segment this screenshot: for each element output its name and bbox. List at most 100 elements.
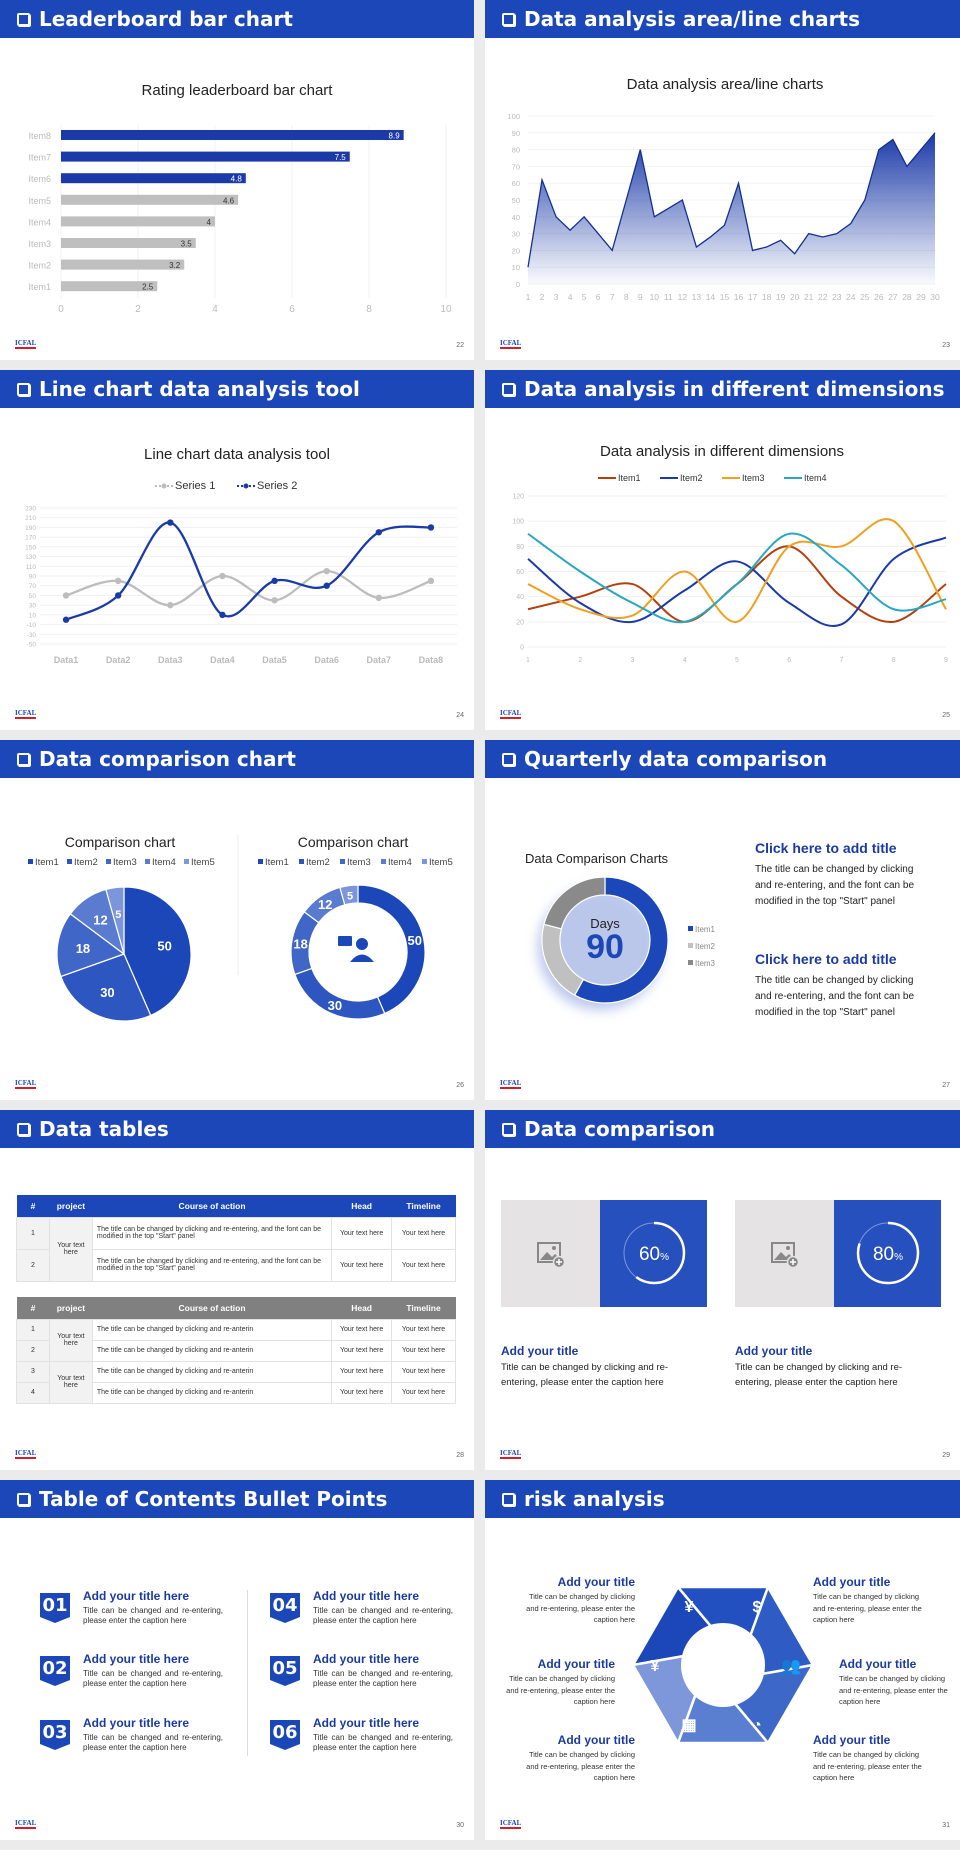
- legend-label: Item4: [152, 857, 176, 868]
- column-header[interactable]: Timeline: [406, 1302, 441, 1313]
- slice-item5[interactable]: [339, 884, 359, 906]
- slide-header: Line chart data analysis tool: [0, 370, 474, 408]
- image-placeholder[interactable]: [735, 1200, 834, 1307]
- legend-label: Item1: [35, 857, 59, 868]
- data-point[interactable]: [375, 529, 383, 536]
- slice-item3[interactable]: [56, 913, 126, 978]
- toc-title[interactable]: Add your title here: [83, 1716, 190, 1730]
- risk-desc: Title can be changed by clicking and re-…: [813, 1750, 922, 1782]
- slide-leaderboard[interactable]: Leaderboard bar chart ICFAL 22 Rating leade…: [0, 0, 474, 360]
- slide-comparison-chart[interactable]: Data comparison chart ICFAL 26 Comparison c…: [0, 740, 474, 1100]
- page-number: 26: [456, 1082, 464, 1089]
- slice-item1[interactable]: [357, 884, 426, 1015]
- data-point[interactable]: [114, 577, 122, 585]
- column-header[interactable]: Course of action: [178, 1302, 246, 1313]
- risk-title[interactable]: Add your title: [813, 1575, 891, 1589]
- toc-title[interactable]: Add your title here: [83, 1589, 190, 1603]
- risk-title[interactable]: Add your title: [537, 1657, 615, 1671]
- toc-title[interactable]: Add your title here: [313, 1589, 420, 1603]
- slide-area-chart[interactable]: Data analysis area/line charts ICFAL 23 Dat…: [485, 0, 960, 360]
- toc-title[interactable]: Add your title here: [313, 1652, 420, 1666]
- support-agent-icon: [338, 936, 374, 962]
- slice-item1[interactable]: [573, 876, 669, 1004]
- risk-cycle-diagram: ¥ $ 👥 ◔ ▦ ¥: [631, 1585, 815, 1745]
- legend-label: Item2: [74, 857, 98, 868]
- y-tick-label: 20: [512, 246, 520, 255]
- x-tick-label: 20: [790, 292, 800, 302]
- data-point[interactable]: [219, 611, 226, 619]
- page-number: 25: [942, 712, 950, 719]
- slice-item3[interactable]: [543, 876, 606, 930]
- x-tick-label: 4: [683, 657, 687, 664]
- toc-title[interactable]: Add your title here: [83, 1652, 190, 1666]
- slice-item1[interactable]: [123, 886, 192, 1017]
- card-title[interactable]: Add your title: [735, 1344, 813, 1358]
- data-point[interactable]: [219, 572, 226, 580]
- column-header[interactable]: project: [56, 1302, 86, 1313]
- card-title[interactable]: Add your title: [501, 1344, 579, 1358]
- logo: ICFAL: [500, 1819, 522, 1829]
- logo: ICFAL: [15, 339, 37, 349]
- block-title[interactable]: Click here to add title: [755, 951, 897, 967]
- x-tick-label: 7: [610, 292, 615, 302]
- slide-quarterly[interactable]: Click here to add title The title can be…: [485, 740, 960, 1100]
- slide-toc[interactable]: Table of Contents Bullet Points ICFAL 30 01…: [0, 1480, 474, 1840]
- risk-title[interactable]: Add your title: [557, 1575, 635, 1589]
- table-row[interactable]: 4 The title can be changed by clicking an…: [16, 1381, 456, 1404]
- column-header[interactable]: Head: [351, 1200, 373, 1211]
- slide-data-comparison[interactable]: Data comparison ICFAL 29 60% Add your title T…: [485, 1110, 960, 1470]
- data-point[interactable]: [271, 597, 278, 604]
- slice-item5[interactable]: [105, 886, 125, 955]
- slide-line-tool[interactable]: Line chart data analysis tool ICFAL 24 Line…: [0, 370, 474, 730]
- data-point[interactable]: [427, 524, 435, 531]
- cell-num: 4: [16, 1381, 50, 1404]
- column-header[interactable]: #: [30, 1302, 36, 1313]
- x-tick-label: 10: [440, 304, 452, 315]
- data-point[interactable]: [323, 582, 330, 589]
- slice-item2[interactable]: [60, 953, 152, 1022]
- data-point[interactable]: [62, 592, 70, 599]
- table-row[interactable]: 1 Your text here The title can be changed …: [16, 1318, 456, 1362]
- bar: [61, 151, 350, 162]
- y-tick-label: 60: [516, 569, 524, 576]
- x-tick-label: 2: [540, 292, 545, 302]
- toc-desc: Title can be changed and re-entering, pl…: [83, 1669, 223, 1688]
- column-header[interactable]: #: [30, 1200, 36, 1211]
- bar: [61, 281, 158, 292]
- cell-timeline: Your text here: [391, 1248, 456, 1282]
- toc-title[interactable]: Add your title here: [313, 1716, 420, 1730]
- x-tick-label: 4: [568, 292, 573, 302]
- table-row[interactable]: 2 The title can be changed by clicking an…: [16, 1248, 456, 1282]
- data-point[interactable]: [114, 592, 122, 599]
- data-point[interactable]: [62, 616, 70, 623]
- block-title[interactable]: Click here to add title: [755, 840, 897, 856]
- slide-data-tables[interactable]: Data tables ICFAL 28 # project Course of acti…: [0, 1110, 474, 1470]
- number-badge: 01: [40, 1593, 70, 1623]
- data-point[interactable]: [323, 567, 330, 575]
- column-header[interactable]: Course of action: [178, 1200, 246, 1211]
- number-badge: 02: [40, 1656, 70, 1686]
- cell-head: Your text here: [331, 1216, 393, 1250]
- checkbox-square-icon: [17, 12, 30, 26]
- column-header[interactable]: project: [56, 1200, 86, 1211]
- y-tick-label: 40: [512, 213, 520, 222]
- image-placeholder[interactable]: [501, 1200, 600, 1307]
- data-point[interactable]: [427, 577, 435, 585]
- slide-risk-analysis[interactable]: risk analysis ICFAL 31 ¥ $ 👥 ◔ ▦ ¥ Add your title…: [485, 1480, 960, 1840]
- slide-dimensions[interactable]: Data analysis in different dimensions ICF…: [485, 370, 960, 730]
- data-point[interactable]: [167, 601, 174, 609]
- table-row[interactable]: 3 Your text here The title can be changed …: [16, 1360, 456, 1404]
- risk-title[interactable]: Add your title: [557, 1733, 635, 1747]
- y-tick-label: Item7: [28, 153, 51, 163]
- table-row[interactable]: 1 Your text here The title can be changed …: [16, 1216, 456, 1282]
- column-header[interactable]: Head: [351, 1302, 373, 1313]
- data-point[interactable]: [271, 577, 278, 585]
- data-point[interactable]: [167, 519, 174, 526]
- data-point[interactable]: [375, 594, 383, 602]
- data-label: 3.5: [181, 240, 193, 249]
- risk-title[interactable]: Add your title: [839, 1657, 917, 1671]
- column-header[interactable]: Timeline: [406, 1200, 441, 1211]
- risk-title[interactable]: Add your title: [813, 1733, 891, 1747]
- data-label: 8.9: [389, 132, 401, 141]
- checkbox-square-icon: [502, 752, 515, 766]
